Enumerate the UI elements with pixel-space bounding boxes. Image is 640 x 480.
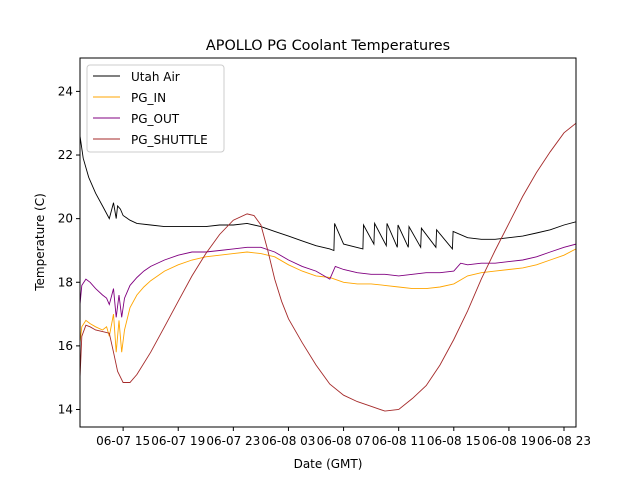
x-tick-label: 06-08 23 [537,434,591,448]
x-tick-label: 06-08 03 [261,434,315,448]
x-tick-label: 06-07 19 [151,434,205,448]
legend-label: PG_IN [131,91,166,105]
y-tick-label: 18 [58,275,73,289]
x-tick-label: 06-08 11 [372,434,426,448]
y-tick-label: 22 [58,148,73,162]
chart-title: APOLLO PG Coolant Temperatures [206,38,450,54]
x-axis-label: Date (GMT) [294,457,363,471]
legend-label: Utah Air [131,70,180,84]
y-tick-label: 24 [58,84,73,98]
y-tick-label: 20 [58,212,73,226]
series-line-pg-in [80,248,576,353]
y-tick-label: 14 [58,403,73,417]
y-axis-label: Temperature (C) [33,193,47,292]
plot-area [79,57,577,428]
y-tick-label: 16 [58,339,73,353]
x-tick-label: 06-08 07 [317,434,371,448]
x-axis: 06-07 15 06-07 19 06-07 23 06-08 03 06-08 07… [96,427,591,448]
series-line-pg-shuttle [80,122,576,412]
legend-box [86,64,225,153]
x-tick-label: 06-07 23 [206,434,260,448]
legend-label: PG_OUT [131,112,180,126]
x-tick-label: 06-08 15 [427,434,481,448]
x-tick-label: 06-08 19 [482,434,536,448]
axes-frame [79,57,577,428]
y-axis: 14 16 18 20 22 24 [58,84,80,417]
legend-label: PG_SHUTTLE [131,133,208,147]
x-tick-label: 06-07 15 [96,434,150,448]
legend: Utah Air PG_IN PG_OUT PG_SHUTTLE [86,64,225,153]
series-line-utah-air [80,135,576,252]
